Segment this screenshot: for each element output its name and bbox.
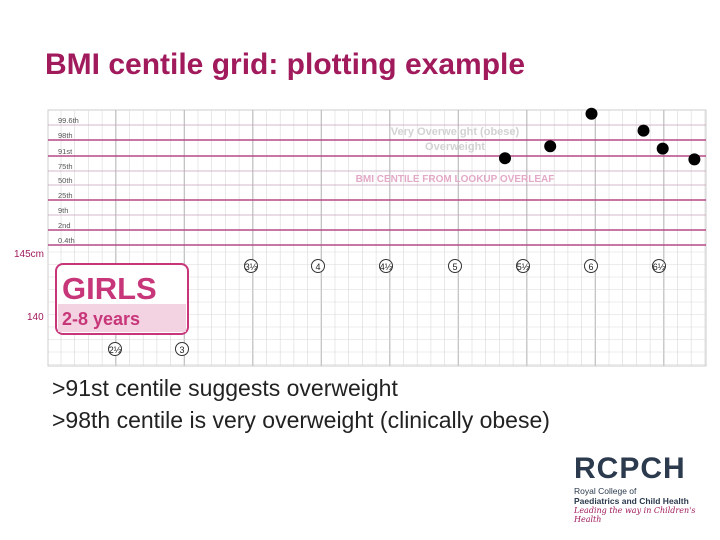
data-point	[656, 142, 669, 155]
height-label-140: 140	[27, 312, 44, 323]
logo-tagline: Leading the way in Children's Health	[574, 506, 696, 524]
data-point	[585, 107, 598, 120]
bullet-obese: >98th centile is very overweight (clinic…	[52, 407, 550, 433]
girls-panel-ages: 2-8 years	[62, 309, 140, 329]
centile-label: 91st	[58, 147, 73, 156]
centile-label: 99.6th	[58, 116, 79, 125]
age-marker	[244, 259, 258, 273]
data-point	[499, 152, 511, 165]
age-marker-label: 6	[588, 262, 593, 272]
zone-label-lookup: BMI CENTILE FROM LOOKUP OVERLEAF	[356, 174, 555, 185]
centile-label: 25th	[58, 191, 73, 200]
centile-label: 75th	[58, 162, 73, 171]
data-point	[544, 140, 557, 153]
logo-line-2: Paediatrics and Child Health	[574, 496, 689, 506]
age-marker	[448, 259, 462, 273]
centile-label: 0.4th	[58, 236, 75, 245]
page-title: BMI centile grid: plotting example	[45, 48, 526, 81]
age-marker	[175, 342, 189, 356]
rcpch-logo: RCPCH Royal College of Paediatrics and C…	[574, 452, 710, 532]
age-marker	[379, 259, 393, 273]
data-point	[688, 153, 701, 166]
age-marker	[311, 259, 325, 273]
age-marker-label: 5	[452, 262, 457, 272]
girls-panel-title: GIRLS	[62, 271, 157, 306]
age-marker-label: 3	[179, 345, 184, 355]
data-point	[637, 124, 650, 137]
age-marker-label: 4½	[380, 262, 393, 272]
logo-wordmark: RCPCH	[574, 452, 686, 485]
zone-label-obese: Very Overweight (obese)	[391, 126, 520, 138]
age-marker-label: 5½	[517, 262, 530, 272]
centile-label: 2nd	[58, 221, 71, 230]
centile-label: 50th	[58, 176, 73, 185]
age-marker	[516, 259, 530, 273]
age-marker	[584, 259, 598, 273]
age-marker	[108, 342, 122, 356]
age-marker-label: 2½	[109, 345, 122, 355]
age-marker-label: 4	[315, 262, 320, 272]
age-marker	[652, 259, 666, 273]
centile-label: 98th	[58, 131, 73, 140]
bullet-overweight: >91st centile suggests overweight	[52, 375, 398, 401]
logo-line-1: Royal College of	[574, 486, 637, 496]
girls-panel-band	[58, 304, 186, 332]
centile-label: 9th	[58, 206, 68, 215]
age-marker-label: 6½	[653, 262, 666, 272]
age-marker-label: 3½	[245, 262, 258, 272]
zone-label-overweight: Overweight	[425, 141, 485, 153]
bullet-list: >91st centile suggests overweight >98th …	[52, 372, 550, 436]
height-label-145: 145cm	[14, 249, 44, 260]
